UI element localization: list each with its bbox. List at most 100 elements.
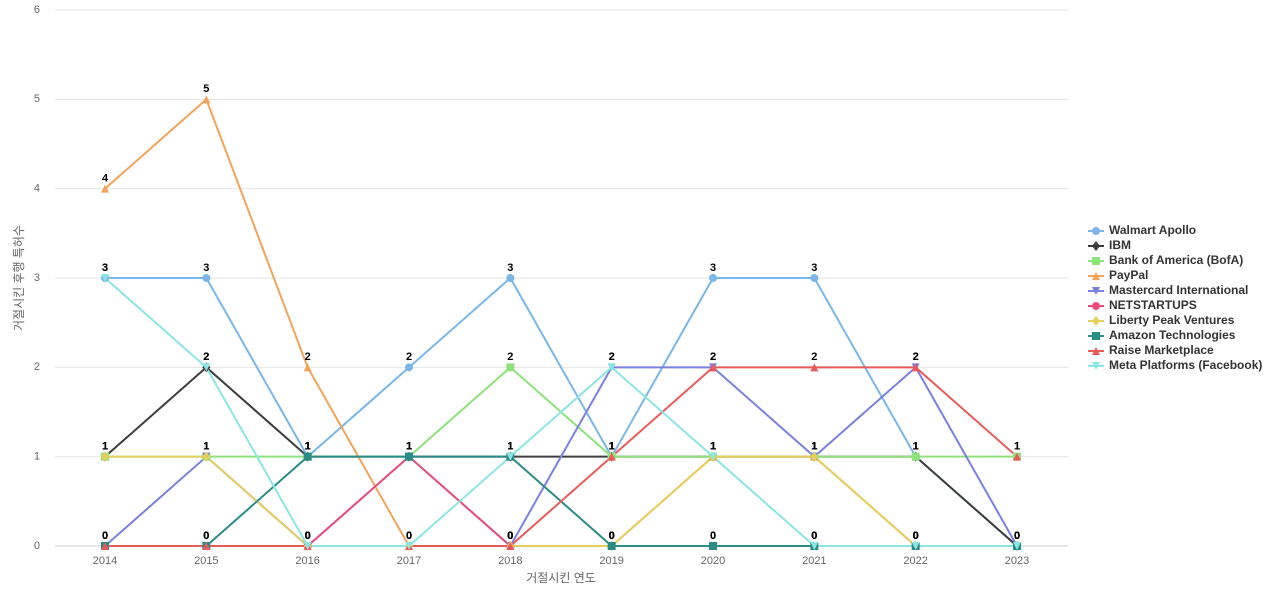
marker — [303, 363, 312, 372]
data-label: 3 — [203, 262, 209, 274]
legend-label: Mastercard International — [1109, 283, 1248, 297]
marker — [202, 542, 211, 550]
data-label: 1 — [609, 441, 615, 453]
marker — [607, 452, 616, 461]
data-label: 0 — [1014, 530, 1020, 542]
data-label: 0 — [203, 530, 209, 542]
x-tick-label: 2016 — [295, 555, 319, 567]
data-label: 0 — [1014, 530, 1020, 542]
marker — [202, 95, 211, 104]
marker — [607, 542, 616, 550]
data-label: 1 — [507, 441, 513, 453]
data-label: 1 — [305, 441, 311, 453]
marker — [101, 542, 109, 550]
data-label: 0 — [913, 530, 919, 542]
data-label: 0 — [305, 530, 311, 542]
data-label: 2 — [609, 351, 615, 363]
data-label: 4 — [102, 173, 109, 185]
marker — [709, 542, 717, 550]
y-tick-label: 5 — [34, 93, 40, 105]
marker — [1092, 257, 1100, 265]
y-tick-label: 4 — [34, 183, 40, 195]
legend-label: IBM — [1109, 238, 1131, 252]
data-label: 1 — [913, 441, 919, 453]
data-label: 3 — [102, 262, 108, 274]
data-label: 0 — [305, 530, 311, 542]
marker — [709, 452, 717, 461]
data-label: 0 — [406, 530, 412, 542]
marker — [1092, 241, 1100, 251]
legend-label: NETSTARTUPS — [1109, 298, 1197, 312]
marker — [1013, 452, 1021, 461]
data-label: 1 — [305, 441, 311, 453]
data-label: 5 — [203, 83, 209, 95]
data-label: 0 — [913, 530, 919, 542]
y-tick-label: 6 — [34, 4, 40, 16]
data-label: 2 — [203, 351, 209, 363]
data-label: 2 — [507, 351, 513, 363]
data-label: 1 — [203, 441, 209, 453]
data-label: 1 — [811, 441, 817, 453]
data-label: 1 — [811, 441, 817, 453]
data-label: 0 — [406, 530, 412, 542]
data-label: 1 — [710, 441, 716, 453]
data-label: 1 — [811, 441, 817, 453]
x-tick-label: 2017 — [397, 555, 421, 567]
data-label: 0 — [203, 530, 209, 542]
data-label: 0 — [507, 530, 513, 542]
marker — [405, 363, 413, 372]
data-label: 0 — [305, 530, 311, 542]
data-label: 0 — [913, 530, 919, 542]
legend-label: Raise Marketplace — [1109, 343, 1214, 357]
data-label: 0 — [811, 530, 817, 542]
data-label: 2 — [811, 351, 817, 363]
legend-item: Walmart Apollo — [1088, 223, 1196, 237]
data-label: 0 — [507, 530, 513, 542]
y-axis-title: 거절시킨 후행 특허수 — [11, 225, 26, 331]
data-label: 0 — [507, 530, 513, 542]
data-label: 1 — [406, 441, 412, 453]
legend-label: Meta Platforms (Facebook) — [1109, 358, 1262, 372]
data-label: 1 — [609, 441, 615, 453]
data-label: 1 — [507, 441, 513, 453]
data-label: 3 — [710, 262, 716, 274]
y-tick-label: 0 — [34, 540, 40, 552]
marker — [709, 274, 717, 282]
data-label: 1 — [507, 441, 513, 453]
series-line — [104, 97, 1017, 547]
data-label: 0 — [1014, 530, 1020, 542]
marker — [101, 274, 109, 282]
marker — [202, 363, 211, 372]
x-axis-title: 거절시킨 연도 — [526, 571, 596, 585]
legend-item: NETSTARTUPS — [1088, 298, 1197, 312]
marker — [911, 363, 920, 372]
data-label: 0 — [1014, 530, 1020, 542]
data-label: 1 — [406, 441, 412, 453]
data-label: 1 — [609, 441, 615, 453]
data-label: 1 — [811, 441, 817, 453]
marker — [810, 363, 819, 372]
marker — [101, 451, 109, 462]
data-label: 2 — [913, 351, 919, 363]
data-label: 3 — [102, 262, 108, 274]
data-label: 0 — [406, 530, 412, 542]
data-label: 1 — [406, 441, 412, 453]
data-label: 0 — [710, 530, 716, 542]
marker — [1092, 347, 1100, 355]
data-label: 0 — [102, 530, 108, 542]
data-label: 1 — [203, 441, 209, 453]
marker — [1092, 316, 1100, 326]
data-label: 0 — [102, 530, 108, 542]
data-label: 0 — [609, 530, 615, 542]
marker — [1013, 542, 1021, 550]
legend-item: PayPal — [1088, 268, 1148, 282]
y-tick-label: 2 — [34, 361, 40, 373]
data-label: 0 — [913, 530, 919, 542]
data-label: 1 — [1014, 441, 1020, 453]
data-label: 1 — [305, 441, 311, 453]
data-label: 0 — [507, 530, 513, 542]
data-label: 1 — [203, 441, 209, 453]
data-label: 0 — [305, 530, 311, 542]
legend-item: IBM — [1088, 238, 1131, 252]
